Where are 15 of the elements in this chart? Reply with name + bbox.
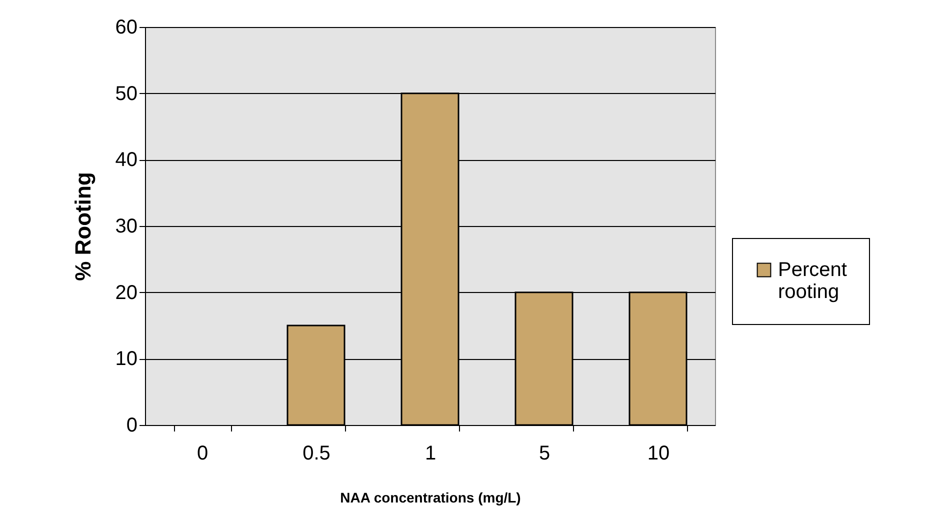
x-tick-label: 1	[424, 442, 436, 464]
y-axis-title: % Rooting	[70, 172, 96, 281]
x-axis-title: NAA concentrations (mg/L)	[340, 490, 521, 506]
y-tick-label: 10	[115, 348, 138, 370]
y-tick-label: 30	[115, 216, 138, 238]
y-tick-label: 20	[115, 282, 138, 304]
y-tick-label: 0	[126, 414, 138, 436]
y-tick-label: 50	[115, 82, 138, 105]
y-tick-label: 40	[115, 149, 138, 172]
x-tick-label: 10	[647, 442, 670, 464]
legend-label: Percent rooting	[778, 259, 848, 303]
x-tick-label: 0.5	[302, 442, 330, 464]
x-tick-label: 5	[538, 442, 550, 464]
x-tick-label: 0	[196, 442, 208, 464]
y-tick-label: 60	[115, 16, 138, 38]
